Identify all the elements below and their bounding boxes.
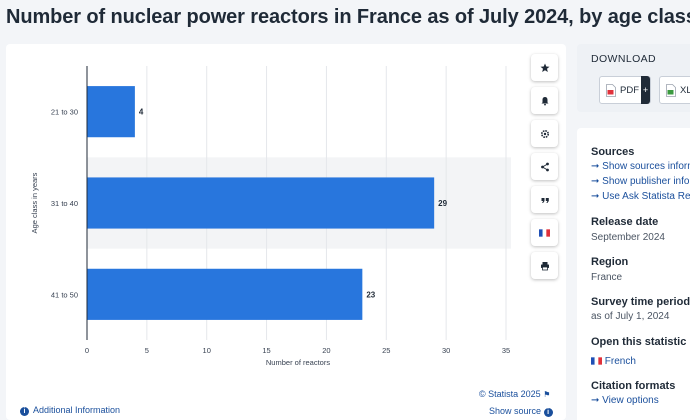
sidebar: DOWNLOAD PDF + XLS Sources ➞ Show source… [577,44,690,420]
x-tick-label: 30 [442,346,450,355]
additional-information-text: Additional Information [33,405,121,415]
statista-credit[interactable]: © Statista 2025 ⚑ [479,389,550,399]
x-axis-title: Number of reactors [266,358,330,367]
quote-icon[interactable] [531,186,558,213]
arrow-right-icon: ➞ [591,191,603,202]
arrow-right-icon: ➞ [591,176,603,187]
x-tick-label: 5 [145,346,149,355]
category-label: 21 to 30 [51,108,78,117]
show-source-link[interactable]: Show source i [489,406,553,417]
show-publisher-link[interactable]: ➞ Show publisher information [591,176,690,187]
open-in-french-link[interactable]: French [591,356,636,367]
bell-icon[interactable] [531,87,558,114]
x-tick-labels: 0 5 10 15 20 25 30 35 [85,346,510,355]
citation-formats-label: Citation formats [591,380,676,392]
x-tick-label: 0 [85,346,89,355]
show-sources-link[interactable]: ➞ Show sources information [591,161,690,172]
arrow-right-icon: ➞ [591,161,603,172]
region-label: Region [591,256,629,268]
info-circle-icon: i [20,407,29,416]
category-label: 41 to 50 [51,290,78,299]
download-panel: DOWNLOAD PDF + XLS [577,44,690,112]
gear-icon[interactable] [531,120,558,147]
french-flag-icon[interactable] [531,219,558,246]
chart-card: 4 29 23 0 5 10 15 20 25 30 35 21 to 30 31 to 40 41 … [6,44,566,420]
bar[interactable] [87,268,363,320]
pdf-label: PDF [620,84,639,96]
x-tick-label: 20 [322,346,330,355]
additional-information-link[interactable]: i Additional Information [20,405,120,416]
category-labels: 21 to 30 31 to 40 41 to 50 [51,108,78,300]
xls-label: XLS [680,84,690,96]
x-tick-label: 35 [502,346,510,355]
star-icon[interactable] [531,54,558,81]
info-icon: i [543,408,553,417]
view-options-link[interactable]: ➞ View options [591,395,659,406]
pdf-file-icon [606,83,616,97]
survey-period-label: Survey time period [591,296,690,308]
arrow-right-icon: ➞ [591,395,603,406]
data-label: 29 [438,199,447,208]
region-value: France [591,272,623,283]
show-sources-text: Show sources information [602,161,690,172]
statistic-info-panel: Sources ➞ Show sources information ➞ Sho… [577,128,690,420]
download-xls-button[interactable]: XLS [659,76,690,104]
flag-icon: ⚑ [543,390,551,399]
share-icon[interactable] [531,153,558,180]
view-options-text: View options [602,395,659,406]
credit-text: © Statista 2025 [479,389,541,399]
bars: 4 29 23 [87,86,448,320]
chart: 4 29 23 0 5 10 15 20 25 30 35 21 to 30 31 to 40 41 … [30,66,511,367]
download-title: DOWNLOAD [591,53,657,65]
x-tick-label: 10 [203,346,211,355]
show-publisher-text: Show publisher information [602,176,690,187]
bar[interactable] [87,177,435,229]
release-date-label: Release date [591,216,659,228]
data-label: 23 [366,290,375,299]
x-tick-label: 15 [262,346,270,355]
xls-file-icon [666,83,676,97]
print-icon[interactable] [531,252,558,279]
french-flag-icon [591,357,602,365]
ask-statista-link[interactable]: ➞ Use Ask Statista Research Service [591,191,690,202]
x-tick-label: 25 [382,346,390,355]
y-axis-title: Age class in years [30,172,39,233]
sources-label: Sources [591,146,635,158]
data-label: 4 [139,108,144,117]
bar[interactable] [87,86,135,138]
survey-period-value: as of July 1, 2024 [591,311,670,322]
open-statistic-label: Open this statistic in [591,336,690,348]
page-title: Number of nuclear power reactors in Fran… [6,6,690,28]
chart-toolbar [531,54,559,285]
pdf-plus-button[interactable]: + [641,76,650,104]
category-label: 31 to 40 [51,199,78,208]
ask-statista-text: Use Ask Statista Research Service [602,191,690,202]
release-date-value: September 2024 [591,232,665,243]
show-source-text: Show source [489,406,542,416]
open-in-french-text: French [604,356,636,367]
